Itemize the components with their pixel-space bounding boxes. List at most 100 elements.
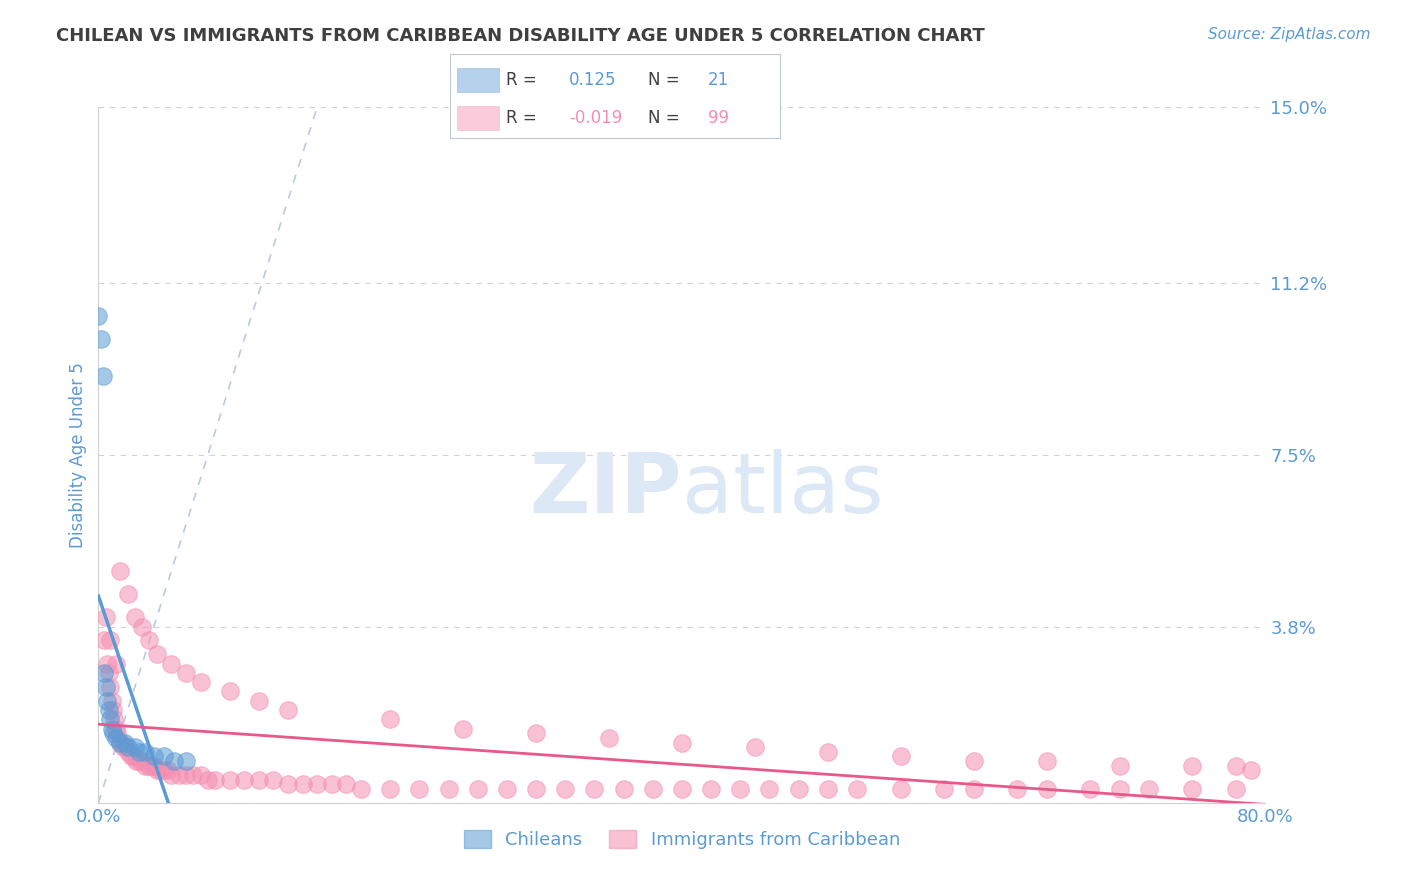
Point bbox=[103, 712, 125, 726]
Point bbox=[307, 777, 329, 791]
Text: -0.019: -0.019 bbox=[569, 109, 621, 127]
Point bbox=[197, 772, 219, 787]
Point bbox=[131, 619, 153, 633]
Point bbox=[104, 722, 127, 736]
Point bbox=[1108, 781, 1130, 796]
Point bbox=[87, 309, 110, 323]
Point bbox=[787, 781, 810, 796]
Point bbox=[117, 587, 139, 601]
Point bbox=[934, 781, 956, 796]
Point bbox=[117, 740, 139, 755]
Text: ZIP: ZIP bbox=[530, 450, 682, 530]
Point bbox=[524, 726, 547, 740]
Point bbox=[408, 781, 430, 796]
Point bbox=[98, 712, 121, 726]
Point bbox=[138, 633, 160, 648]
Point bbox=[496, 781, 519, 796]
Bar bbox=[457, 106, 499, 130]
Point bbox=[153, 764, 176, 778]
Point bbox=[598, 731, 620, 745]
Point bbox=[122, 749, 145, 764]
Point bbox=[128, 745, 150, 759]
Legend: Chileans, Immigrants from Caribbean: Chileans, Immigrants from Caribbean bbox=[457, 822, 907, 856]
Point bbox=[1181, 758, 1204, 772]
Point bbox=[146, 764, 169, 778]
Point bbox=[962, 781, 984, 796]
Point bbox=[174, 768, 197, 782]
Point bbox=[98, 680, 121, 694]
Point bbox=[97, 703, 120, 717]
Point bbox=[174, 665, 197, 680]
Text: R =: R = bbox=[506, 70, 543, 89]
Text: 21: 21 bbox=[707, 70, 728, 89]
Point bbox=[204, 772, 226, 787]
Y-axis label: Disability Age Under 5: Disability Age Under 5 bbox=[69, 362, 87, 548]
Point bbox=[91, 369, 114, 384]
Point bbox=[105, 726, 128, 740]
Point bbox=[1035, 754, 1057, 768]
Point bbox=[262, 772, 284, 787]
Point bbox=[104, 657, 127, 671]
Text: N =: N = bbox=[648, 70, 685, 89]
Point bbox=[380, 712, 402, 726]
Point bbox=[96, 694, 118, 708]
Point bbox=[174, 754, 197, 768]
Point bbox=[128, 754, 150, 768]
Point bbox=[163, 754, 186, 768]
Text: 99: 99 bbox=[707, 109, 728, 127]
Point bbox=[134, 758, 156, 772]
Point bbox=[136, 758, 159, 772]
Point bbox=[277, 703, 299, 717]
Point bbox=[101, 726, 124, 740]
Point bbox=[451, 722, 474, 736]
Text: Source: ZipAtlas.com: Source: ZipAtlas.com bbox=[1208, 27, 1371, 42]
Point bbox=[1080, 781, 1102, 796]
Point bbox=[110, 564, 132, 578]
Point bbox=[890, 781, 912, 796]
Point bbox=[111, 735, 134, 749]
Point bbox=[90, 332, 112, 346]
Point bbox=[817, 781, 839, 796]
Point bbox=[93, 665, 115, 680]
Point bbox=[817, 745, 839, 759]
Point bbox=[157, 764, 180, 778]
Point bbox=[125, 754, 148, 768]
Point bbox=[962, 754, 984, 768]
Point bbox=[612, 781, 634, 796]
Point bbox=[167, 768, 190, 782]
Point bbox=[112, 740, 135, 755]
Point bbox=[671, 735, 693, 749]
Point bbox=[1240, 764, 1263, 778]
Point bbox=[124, 740, 146, 755]
Point bbox=[124, 610, 146, 624]
Point bbox=[1137, 781, 1160, 796]
Point bbox=[380, 781, 402, 796]
Point bbox=[350, 781, 373, 796]
Point bbox=[160, 768, 183, 782]
Point bbox=[1007, 781, 1029, 796]
Point bbox=[583, 781, 606, 796]
Point bbox=[277, 777, 299, 791]
Point bbox=[190, 675, 212, 690]
Point bbox=[139, 758, 162, 772]
Point bbox=[1108, 758, 1130, 772]
Point bbox=[1035, 781, 1057, 796]
Point bbox=[554, 781, 576, 796]
Bar bbox=[457, 68, 499, 92]
Point bbox=[671, 781, 693, 796]
Point bbox=[146, 648, 169, 662]
Point bbox=[160, 657, 183, 671]
Point bbox=[467, 781, 489, 796]
Point bbox=[744, 740, 766, 755]
Text: N =: N = bbox=[648, 109, 685, 127]
Point bbox=[181, 768, 204, 782]
Point bbox=[117, 745, 139, 759]
Point bbox=[218, 772, 240, 787]
Point bbox=[110, 735, 132, 749]
Point bbox=[890, 749, 912, 764]
Text: atlas: atlas bbox=[682, 450, 883, 530]
Point bbox=[149, 764, 172, 778]
Point bbox=[104, 731, 127, 745]
Point bbox=[1225, 758, 1247, 772]
Point bbox=[134, 745, 156, 759]
